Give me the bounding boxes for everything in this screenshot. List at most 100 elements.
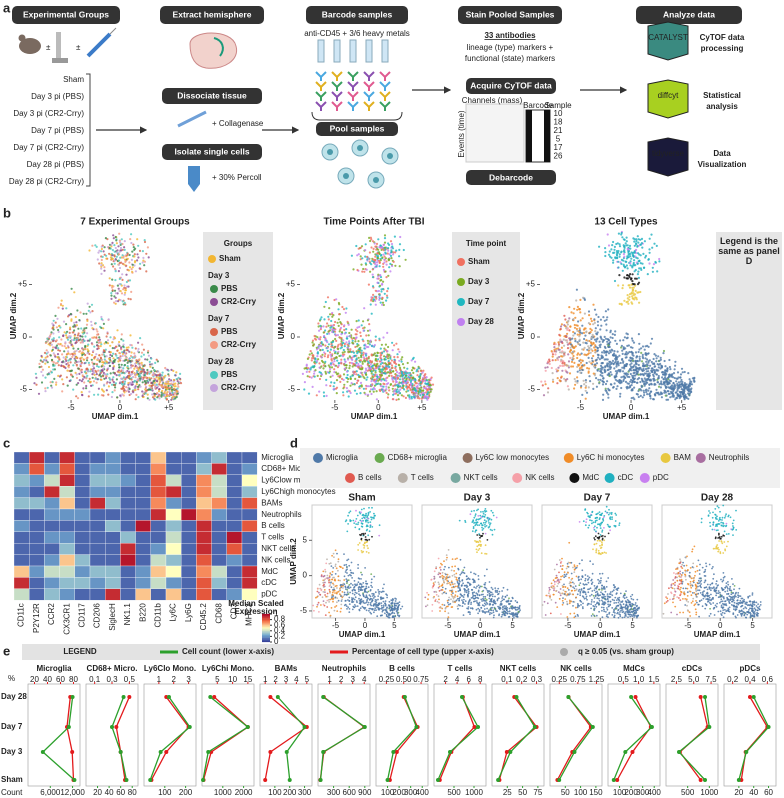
umap-point	[360, 349, 363, 352]
umap-point	[620, 386, 623, 390]
umap-point	[62, 356, 65, 359]
umap-point	[377, 248, 380, 251]
umap-point	[360, 356, 363, 359]
umap-point	[106, 332, 109, 335]
umap-point	[580, 384, 583, 388]
umap-point	[388, 353, 391, 356]
umap-point	[121, 351, 124, 354]
umap-point	[63, 350, 66, 353]
umap-point	[606, 365, 609, 368]
umap-point	[158, 381, 161, 384]
umap-point	[584, 386, 587, 389]
umap-point	[584, 327, 587, 330]
umap-point	[593, 318, 596, 321]
umap-point	[66, 384, 69, 387]
heatmap-cell	[59, 508, 75, 521]
antibody	[315, 101, 327, 111]
umap-point	[346, 380, 349, 383]
heatmap-cell	[196, 497, 212, 510]
umap-point	[371, 273, 374, 276]
umap-point	[114, 270, 117, 273]
umap-point	[80, 371, 83, 374]
umap-point	[331, 324, 334, 327]
umap-point	[117, 270, 120, 273]
umap-point	[369, 359, 372, 362]
umap-point	[138, 366, 141, 369]
umap-point	[58, 358, 61, 361]
tube	[381, 39, 389, 63]
umap-point	[330, 343, 333, 346]
umap-point	[638, 348, 641, 351]
umap-point	[389, 262, 392, 265]
row-label: cDC	[261, 578, 277, 587]
umap-point	[329, 313, 332, 316]
umap-point	[647, 345, 650, 348]
umap-point	[127, 383, 130, 386]
umap-point	[57, 364, 60, 367]
umap-point	[385, 294, 389, 297]
umap-point	[105, 375, 108, 378]
umap-point	[146, 393, 149, 396]
umap-point	[370, 263, 373, 266]
umap-point	[113, 267, 117, 270]
umap-point	[632, 377, 636, 381]
group-label: Sham	[63, 75, 84, 84]
bracket	[86, 73, 91, 187]
umap-point	[351, 374, 354, 377]
umap-point	[616, 251, 619, 254]
umap-point	[386, 296, 389, 299]
umap-point	[124, 354, 127, 357]
tubes	[315, 39, 391, 111]
umap-point	[641, 353, 644, 356]
umap-point	[370, 299, 373, 302]
umap-point	[305, 364, 308, 367]
umap-point	[626, 247, 629, 251]
umap-point	[173, 392, 176, 395]
umap-point	[396, 356, 399, 359]
heatmap-cell	[120, 463, 136, 475]
umap-point	[49, 333, 52, 336]
umap-point	[566, 385, 570, 388]
umap-point	[645, 360, 648, 363]
umap-point	[321, 361, 325, 364]
umap-point	[124, 352, 127, 355]
umap-point	[631, 295, 634, 298]
umap-point	[136, 370, 139, 373]
umap-point	[571, 365, 575, 368]
umap-point	[576, 381, 579, 384]
umap-point	[332, 314, 335, 317]
umap-point	[95, 381, 98, 384]
umap-point	[426, 385, 429, 388]
umap-point	[88, 377, 91, 380]
umap-point	[619, 392, 622, 395]
legend-swatch	[450, 473, 461, 483]
umap-point	[387, 258, 390, 261]
umap-point	[371, 276, 375, 279]
umap-point	[71, 375, 74, 378]
umap-point	[120, 238, 123, 241]
umap-point	[551, 353, 555, 356]
umap-point	[427, 395, 430, 399]
x-tick-label: -5	[577, 403, 585, 412]
heatmap-cell	[105, 463, 121, 475]
umap-point	[70, 287, 73, 290]
umap-point	[652, 375, 655, 378]
umap-point	[671, 392, 675, 395]
umap-point	[643, 380, 646, 383]
umap-point	[93, 362, 96, 365]
tool-icon	[647, 79, 689, 119]
umap-point	[150, 377, 153, 380]
umap-point	[677, 376, 680, 379]
umap-point	[607, 244, 611, 247]
column-label: CD11b	[154, 603, 163, 628]
umap-point	[86, 367, 89, 370]
umap-point	[45, 349, 48, 352]
umap-point	[613, 279, 617, 283]
umap-point	[599, 343, 602, 346]
umap-point	[325, 384, 328, 387]
umap-point	[114, 302, 117, 305]
umap-point	[629, 252, 632, 256]
umap-point	[559, 364, 562, 367]
umap-point	[56, 353, 60, 356]
umap-point	[375, 242, 379, 245]
